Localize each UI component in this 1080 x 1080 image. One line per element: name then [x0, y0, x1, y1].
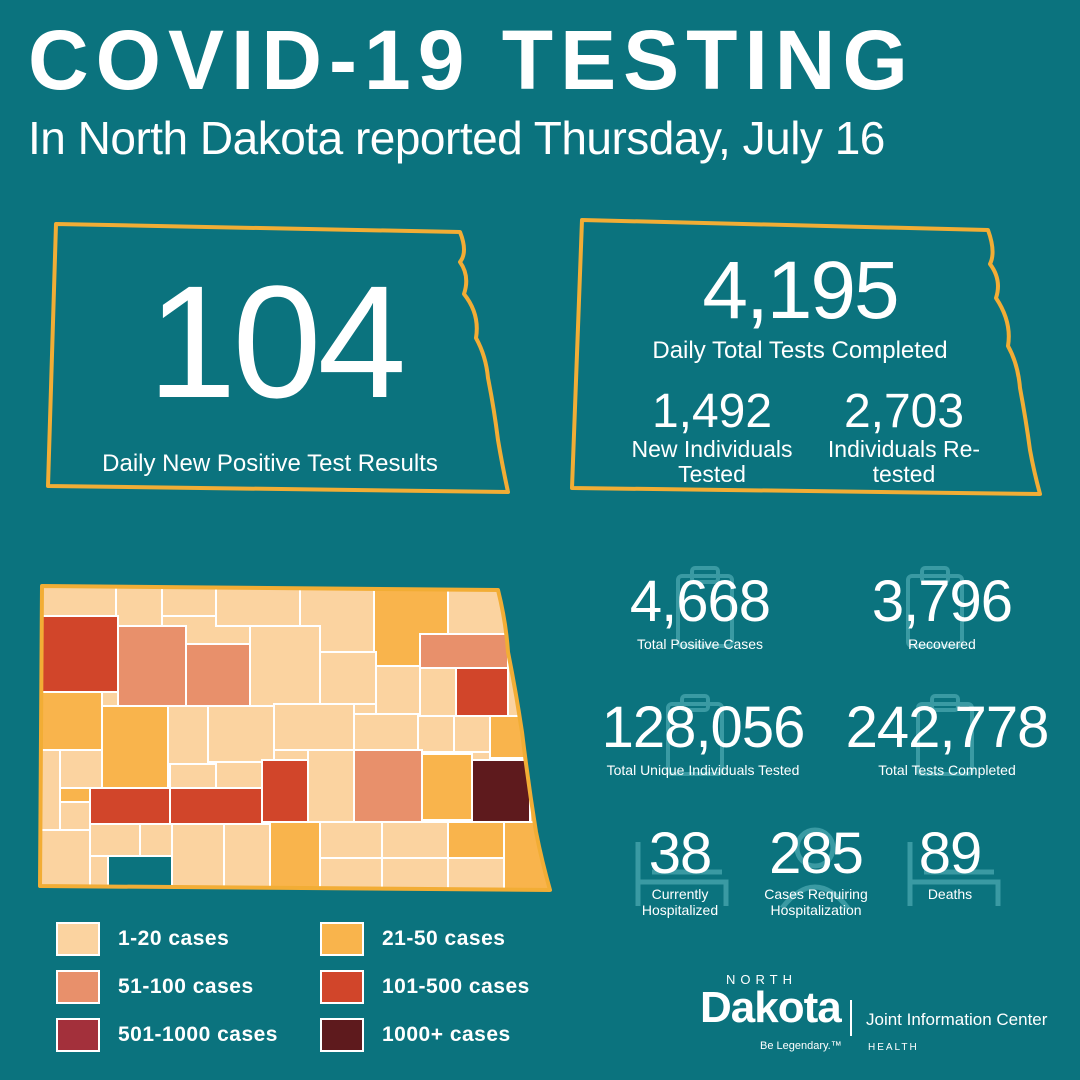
clipboard-icon: [906, 566, 964, 648]
legend-swatch: [320, 970, 364, 1004]
page-title: COVID-19 TESTING: [28, 13, 915, 107]
daily-tests-label: Daily Total Tests Completed: [652, 337, 948, 364]
clipboard-icon: [666, 694, 724, 776]
hospitalized-value: 38: [648, 821, 713, 886]
daily-positive-label: Daily New Positive Test Results: [102, 450, 438, 477]
health-label: HEALTH: [868, 1042, 919, 1053]
legend-item-1-20: 1-20 cases: [56, 922, 229, 956]
logo-tagline: Be Legendary.™: [760, 1040, 842, 1052]
legend-label: 1-20 cases: [118, 927, 230, 950]
recovered-label: Recovered: [908, 636, 976, 652]
county-map: [38, 584, 552, 892]
legend-label: 501-1000 cases: [118, 1023, 278, 1046]
daily-positive-value: 104: [147, 252, 407, 431]
deaths-value: 89: [918, 821, 983, 886]
legend-swatch: [320, 1018, 364, 1052]
retested-label: Individuals Re-tested: [827, 436, 981, 487]
clipboard-icon: [916, 694, 974, 776]
hospitalized-label: Currently Hospitalized: [641, 886, 719, 918]
nurse-icon: [780, 827, 850, 910]
daily-tests-value: 4,195: [702, 245, 899, 336]
unique-tested-label: Total Unique Individuals Tested: [606, 762, 800, 778]
unique-tested-value: 128,056: [601, 695, 806, 760]
requiring-hosp-value: 285: [769, 821, 864, 886]
hospital-bed-icon: [907, 842, 1001, 906]
retested-value: 2,703: [843, 385, 965, 438]
legend-item-51-100: 51-100 cases: [56, 970, 254, 1004]
deaths-label: Deaths: [927, 886, 973, 902]
joint-information-center-label: Joint Information Center: [866, 1010, 1048, 1029]
legend-swatch: [56, 922, 100, 956]
state-outline-frame-right: [570, 218, 1042, 496]
hospital-bed-icon: [635, 842, 729, 906]
legend-item-101-500: 101-500 cases: [320, 970, 530, 1004]
legend-label: 101-500 cases: [382, 975, 530, 998]
legend-swatch: [56, 1018, 100, 1052]
legend-item-1000-plus: 1000+ cases: [320, 1018, 511, 1052]
legend-label: 51-100 cases: [118, 975, 254, 998]
total-positive-value: 4,668: [629, 569, 771, 634]
legend-item-21-50: 21-50 cases: [320, 922, 505, 956]
legend-item-501-1000: 501-1000 cases: [56, 1018, 278, 1052]
page-subtitle: In North Dakota reported Thursday, July …: [28, 112, 885, 164]
logo-north-text: NORTH: [726, 972, 797, 987]
recovered-value: 3,796: [871, 569, 1013, 634]
legend-swatch: [320, 922, 364, 956]
legend-label: 1000+ cases: [382, 1023, 511, 1046]
new-individuals-label: New Individuals Tested: [631, 436, 793, 487]
requiring-hosp-label: Cases Requiring Hospitalization: [764, 886, 868, 918]
legend-swatch: [56, 970, 100, 1004]
total-tests-value: 242,778: [845, 695, 1050, 760]
state-outline-frame-left: [46, 222, 510, 494]
logo-divider: [850, 1000, 852, 1036]
total-positive-label: Total Positive Cases: [636, 636, 764, 652]
total-tests-label: Total Tests Completed: [878, 762, 1016, 778]
clipboard-icon: [676, 566, 734, 648]
new-individuals-value: 1,492: [651, 385, 773, 438]
legend-label: 21-50 cases: [382, 927, 506, 950]
logo-dakota-text: Dakota: [700, 983, 842, 1032]
